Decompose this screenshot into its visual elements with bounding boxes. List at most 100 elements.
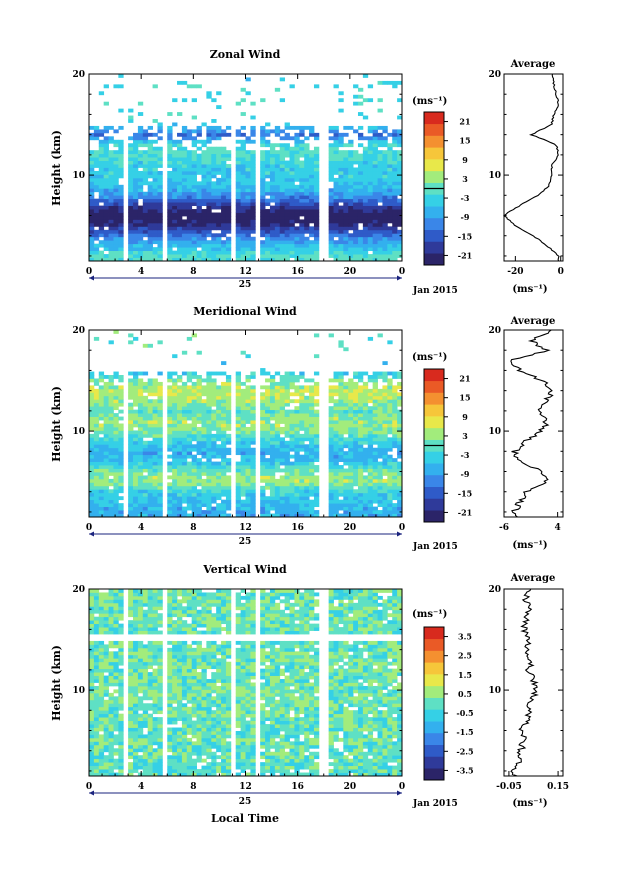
heatmap-cell <box>137 440 144 445</box>
heatmap-cell <box>274 413 281 417</box>
heatmap-cell <box>216 765 222 770</box>
heatmap-cell <box>240 406 246 411</box>
heatmap-cell <box>181 762 188 767</box>
heatmap-cell <box>304 254 310 258</box>
heatmap-cell <box>137 485 144 490</box>
heatmap-cell <box>157 157 163 161</box>
heatmap-cell <box>98 388 105 393</box>
heatmap-cell <box>382 762 388 767</box>
heatmap-cell <box>313 136 320 141</box>
heatmap-cell <box>113 160 119 165</box>
heatmap-cell <box>118 751 124 756</box>
heatmap-cell <box>89 468 95 473</box>
heatmap-cell <box>289 392 295 397</box>
heatmap-cell <box>397 402 402 407</box>
heatmap-cell <box>147 471 153 476</box>
heatmap-cell <box>93 136 100 141</box>
heatmap-cell <box>98 755 105 760</box>
heatmap-cell <box>128 402 134 407</box>
heatmap-cell <box>279 392 286 397</box>
heatmap-cell <box>167 444 173 449</box>
heatmap-cell <box>118 451 124 456</box>
heatmap-cell <box>128 444 134 449</box>
heatmap-cell <box>362 243 369 248</box>
heatmap-cell <box>338 236 344 241</box>
heatmap-cell <box>89 198 95 203</box>
heatmap-cell <box>274 153 281 158</box>
heatmap-cell <box>289 478 295 483</box>
heatmap-cell <box>245 513 251 517</box>
heatmap-cell <box>211 219 217 224</box>
heatmap-cell <box>338 198 344 203</box>
heatmap-cell <box>357 496 364 501</box>
heatmap-cell <box>147 167 153 172</box>
heatmap-cell <box>367 378 374 383</box>
heatmap-cell <box>250 164 256 168</box>
heatmap-cell <box>279 454 286 459</box>
colorbar-segment <box>424 241 444 254</box>
heatmap-cell <box>265 170 271 175</box>
heatmap-cell <box>265 247 271 252</box>
heatmap-cell <box>397 765 402 770</box>
heatmap-cell <box>372 499 378 504</box>
heatmap-cell <box>260 769 266 773</box>
heatmap-cell <box>294 378 300 383</box>
heatmap-cell <box>333 513 339 517</box>
heatmap-cell <box>279 758 286 763</box>
heatmap-cell <box>216 433 222 438</box>
heatmap-cell <box>152 496 158 501</box>
heatmap-cell <box>211 395 217 400</box>
heatmap-cell <box>333 447 339 452</box>
heatmap-cell <box>309 174 315 179</box>
heatmap-cell <box>196 755 202 760</box>
heatmap-cell <box>167 510 173 514</box>
heatmap-cell <box>191 478 197 483</box>
heatmap-cell <box>367 177 374 182</box>
heatmap-cell <box>353 229 359 234</box>
heatmap-cell <box>113 153 119 158</box>
heatmap-cell <box>211 513 217 517</box>
heatmap-cell <box>167 157 173 161</box>
heatmap-cell <box>181 243 188 248</box>
heatmap-cell <box>313 184 320 189</box>
heatmap-cell <box>328 153 334 158</box>
heatmap-cell <box>206 471 212 476</box>
heatmap-cell <box>137 181 144 186</box>
heatmap-cell <box>250 129 256 134</box>
heatmap-cell <box>89 513 95 517</box>
heatmap-cell <box>387 420 393 424</box>
heatmap-cell <box>377 423 383 428</box>
heatmap-cell <box>397 399 402 404</box>
heatmap-cell <box>269 503 276 508</box>
heatmap-cell <box>392 413 398 417</box>
heatmap-cell <box>103 385 109 390</box>
heatmap-cell <box>211 392 217 397</box>
heatmap-cell <box>89 503 95 508</box>
heatmap-cell <box>240 243 246 248</box>
heatmap-cell <box>201 219 207 224</box>
heatmap-cell <box>221 451 227 456</box>
heatmap-cell <box>172 215 178 220</box>
colorbar-tick-label: 9 <box>462 412 468 422</box>
heatmap-cell <box>240 458 246 462</box>
heatmap-cell <box>372 395 378 400</box>
heatmap-cell <box>103 240 109 245</box>
heatmap-cell <box>235 751 242 756</box>
heatmap-cell <box>93 447 100 452</box>
heatmap-cell <box>206 170 212 175</box>
heatmap-cell <box>284 755 290 760</box>
heatmap-cell <box>240 381 246 386</box>
heatmap-cell <box>387 461 393 466</box>
heatmap-cell <box>206 423 212 428</box>
heatmap-cell <box>279 385 286 390</box>
heatmap-cell <box>172 447 178 452</box>
heatmap-cell <box>201 143 207 148</box>
heatmap-cell <box>260 496 266 501</box>
heatmap-cell <box>304 150 310 155</box>
heatmap-cell <box>181 461 188 466</box>
heatmap-cell <box>89 433 95 438</box>
heatmap-cell <box>328 333 334 338</box>
heatmap-cell <box>152 84 158 89</box>
heatmap-cell <box>338 447 344 452</box>
